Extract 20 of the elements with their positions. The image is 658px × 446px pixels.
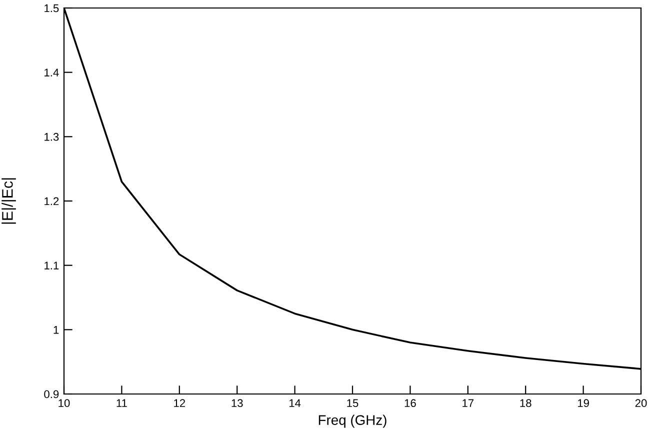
y-tick-label: 1.3 (44, 132, 59, 141)
y-tick-label: 1 (54, 326, 59, 334)
x-tick-label: 19 (578, 399, 589, 408)
x-tick-label: 10 (58, 399, 70, 408)
x-axis-title: Freq (GHz) (318, 414, 386, 428)
y-tick-label: 1.5 (44, 4, 59, 12)
x-tick-label: 12 (174, 399, 186, 407)
y-axis-title: |E|/|Ec| (2, 178, 16, 224)
x-tick-label: 20 (635, 399, 647, 408)
x-tick-label: 15 (347, 399, 358, 408)
x-tick-label: 14 (289, 399, 301, 407)
x-tick-label: 18 (520, 399, 532, 408)
x-tick-label: 17 (462, 399, 474, 407)
y-tick-label: 1.2 (44, 197, 59, 206)
y-tick-label: 0.9 (44, 390, 59, 398)
x-tick-label: 16 (404, 399, 416, 408)
x-tick-label: 11 (116, 399, 127, 407)
y-tick-label: 1.4 (44, 68, 59, 76)
y-tick-label: 1.1 (44, 262, 59, 270)
x-tick-label: 13 (232, 399, 243, 408)
